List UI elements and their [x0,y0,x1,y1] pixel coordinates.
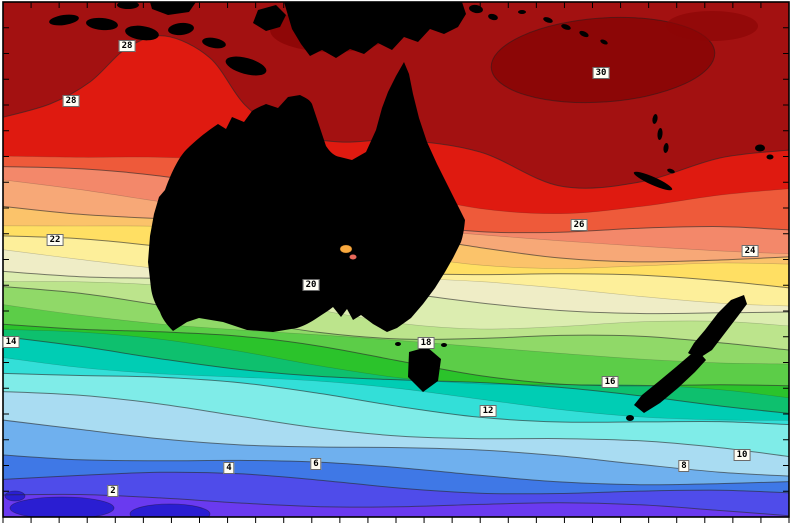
contour-line-8 [3,419,789,477]
island [395,342,401,346]
warm-pool-30c [490,16,716,104]
landmass-nz-north-island [688,295,747,359]
island [561,24,571,30]
cold-pool-2c [129,503,211,517]
island [633,171,673,191]
island [667,168,675,174]
island [600,39,608,45]
island [225,56,267,76]
island [49,14,79,26]
contour-line-12 [3,372,789,426]
map-border [2,1,790,518]
island [86,17,118,31]
contour-line-17 [3,304,789,365]
island [652,114,658,124]
island [168,22,194,36]
contour-line-10 [3,391,789,458]
island [579,30,589,38]
landmass-australia [148,62,465,332]
warm-pool-patch [666,11,758,41]
island [441,343,447,347]
island [543,17,553,23]
island [469,4,483,14]
contour-line-4 [3,471,789,495]
contour-line-6 [3,454,789,486]
inland-water-spots [339,244,357,260]
contour-line-2 [3,493,789,517]
contour-line-18 [3,286,789,351]
lake-spot [349,254,357,260]
landmass-nz-south-island [634,353,706,413]
island [766,154,774,160]
island [663,143,669,153]
island [125,25,159,41]
island [518,10,526,14]
cold-pool-patches [4,490,211,517]
cold-pool-2c [4,490,26,502]
lake-spot [339,244,353,254]
island [755,144,765,152]
landmass-new-guinea [284,2,466,58]
landmass-tasmania [408,347,441,392]
cold-pool-2c [9,496,115,517]
island [117,2,139,9]
landmasses [49,2,774,421]
island [202,37,226,49]
island [626,415,634,421]
landmass-new-guinea-west [253,5,286,31]
landmass-archipelago-blob [150,2,196,15]
contour-line-13 [3,357,789,421]
island [657,128,663,140]
island [488,13,498,21]
